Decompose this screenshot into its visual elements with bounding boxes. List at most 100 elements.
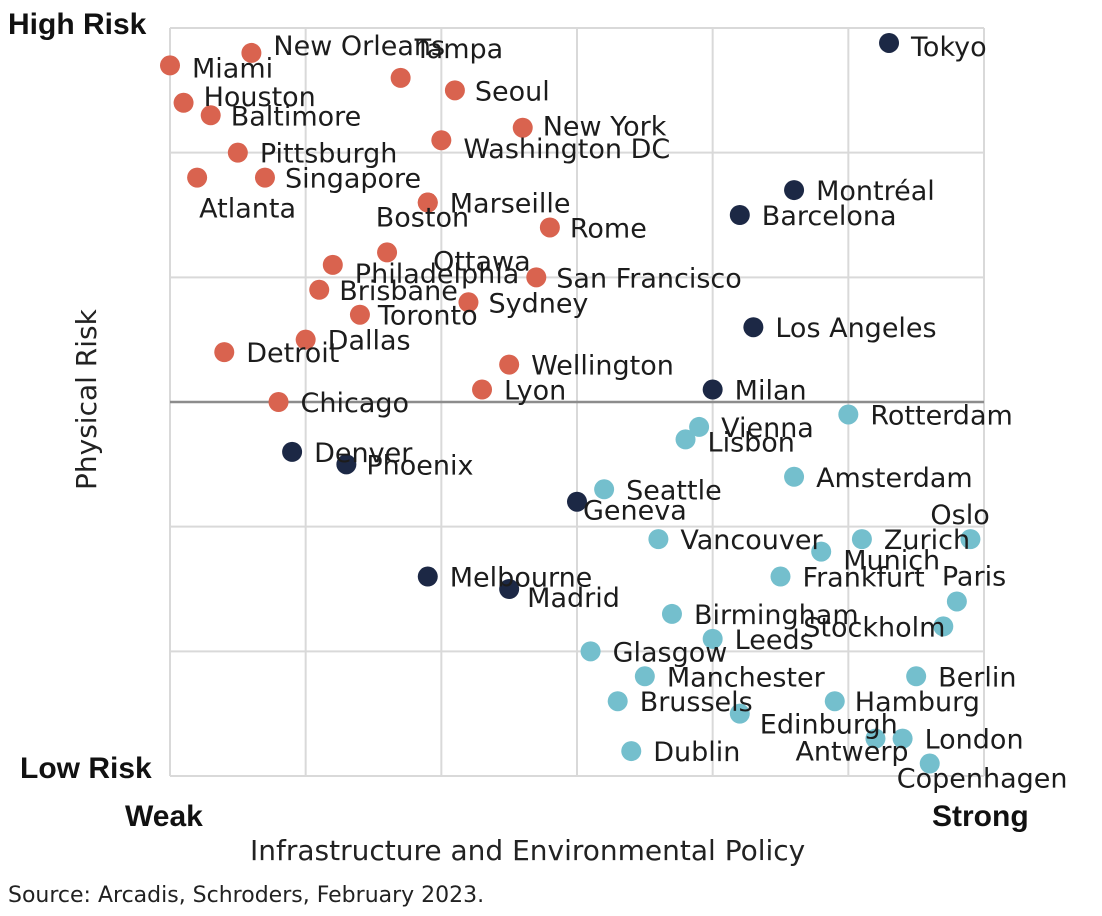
label-singapore: Singapore <box>285 164 421 195</box>
point-miami <box>160 55 180 76</box>
x-low-label: Weak <box>125 800 203 833</box>
point-washington-dc <box>431 130 452 151</box>
point-stockholm <box>933 616 954 637</box>
point-brussels <box>607 691 628 712</box>
label-dublin: Dublin <box>653 737 740 768</box>
point-ottawa <box>377 242 398 263</box>
point-houston <box>173 92 194 113</box>
label-oslo: Oslo <box>930 500 989 531</box>
label-hamburg: Hamburg <box>855 687 980 718</box>
point-philadelphia <box>322 254 343 275</box>
y-low-label: Low Risk <box>20 752 152 785</box>
point-montr-al <box>784 180 805 201</box>
point-new-york <box>512 117 533 138</box>
label-rotterdam: Rotterdam <box>870 400 1012 431</box>
label-san-francisco: San Francisco <box>556 263 741 294</box>
label-miami: Miami <box>192 53 273 84</box>
point-baltimore <box>200 105 221 126</box>
point-leeds <box>702 628 723 649</box>
label-brisbane: Brisbane <box>339 276 458 307</box>
y-axis-title: Physical Risk <box>70 308 103 490</box>
point-chicago <box>268 392 289 412</box>
label-atlanta: Atlanta <box>199 194 296 225</box>
label-munich: Munich <box>843 546 940 577</box>
label-frankfurt: Frankfurt <box>803 563 925 594</box>
label-sydney: Sydney <box>488 288 588 319</box>
point-rotterdam <box>838 404 859 425</box>
point-barcelona <box>729 205 750 225</box>
grid-lines <box>169 27 985 777</box>
label-chicago: Chicago <box>301 388 410 419</box>
label-los-angeles: Los Angeles <box>775 313 936 344</box>
point-london <box>892 728 913 749</box>
source-note: Source: Arcadis, Schroders, February 202… <box>8 883 484 908</box>
point-phoenix <box>336 454 357 475</box>
point-wellington <box>499 354 520 375</box>
point-new-orleans <box>241 42 262 63</box>
point-los-angeles <box>743 317 764 338</box>
label-london: London <box>925 725 1024 756</box>
point-singapore <box>254 167 275 188</box>
label-melbourne: Melbourne <box>450 563 593 594</box>
point-seoul <box>444 80 465 101</box>
label-berlin: Berlin <box>938 662 1016 693</box>
label-brussels: Brussels <box>640 687 753 718</box>
label-manchester: Manchester <box>667 662 826 693</box>
label-milan: Milan <box>735 376 807 407</box>
point-munich <box>811 541 832 562</box>
label-boston: Boston <box>376 203 469 234</box>
label-copenhagen: Copenhagen <box>897 764 1068 795</box>
point-birmingham <box>661 603 682 624</box>
label-seoul: Seoul <box>475 76 550 107</box>
point-denver <box>282 441 303 462</box>
point-sydney <box>458 292 479 313</box>
point-copenhagen <box>919 753 940 774</box>
point-seattle <box>594 479 615 500</box>
label-leeds: Leeds <box>735 625 814 656</box>
point-vancouver <box>648 529 669 550</box>
point-berlin <box>906 666 927 687</box>
label-lyon: Lyon <box>504 376 566 407</box>
label-barcelona: Barcelona <box>762 201 897 232</box>
label-vancouver: Vancouver <box>680 525 823 556</box>
label-seattle: Seattle <box>626 475 722 506</box>
label-birmingham: Birmingham <box>694 600 859 631</box>
label-houston: Houston <box>204 82 316 113</box>
point-tokyo <box>879 32 900 53</box>
label-phoenix: Phoenix <box>366 450 473 481</box>
point-pittsburgh <box>227 142 248 163</box>
point-paris <box>946 591 967 612</box>
point-antwerp <box>865 728 886 749</box>
point-oslo <box>960 529 981 550</box>
label-washington-dc: Washington DC <box>463 134 670 165</box>
point-brisbane <box>309 279 330 300</box>
label-geneva: Geneva <box>583 496 687 527</box>
label-dallas: Dallas <box>328 326 411 357</box>
label-rome: Rome <box>570 213 647 244</box>
label-amsterdam: Amsterdam <box>816 463 973 494</box>
label-tampa: Tampa <box>414 34 504 65</box>
label-stockholm: Stockholm <box>803 612 945 643</box>
label-antwerp: Antwerp <box>795 737 908 768</box>
point-san-francisco <box>526 267 547 288</box>
label-toronto: Toronto <box>377 301 478 332</box>
data-points <box>160 32 981 774</box>
label-marseille: Marseille <box>450 189 571 220</box>
label-paris: Paris <box>942 561 1006 592</box>
point-vienna <box>689 416 710 437</box>
label-philadelphia: Philadelphia <box>355 259 520 290</box>
point-amsterdam <box>784 466 805 487</box>
point-atlanta <box>187 167 208 188</box>
label-new-york: New York <box>543 112 667 143</box>
point-glasgow <box>580 641 601 662</box>
label-wellington: Wellington <box>531 351 674 382</box>
label-madrid: Madrid <box>527 583 620 614</box>
label-tokyo: Tokyo <box>910 32 987 63</box>
label-new-orleans: New Orleans <box>273 31 445 62</box>
point-toronto <box>349 304 370 325</box>
label-glasgow: Glasgow <box>613 637 728 668</box>
y-high-label: High Risk <box>8 8 147 41</box>
x-axis-title: Infrastructure and Environmental Policy <box>250 834 805 867</box>
